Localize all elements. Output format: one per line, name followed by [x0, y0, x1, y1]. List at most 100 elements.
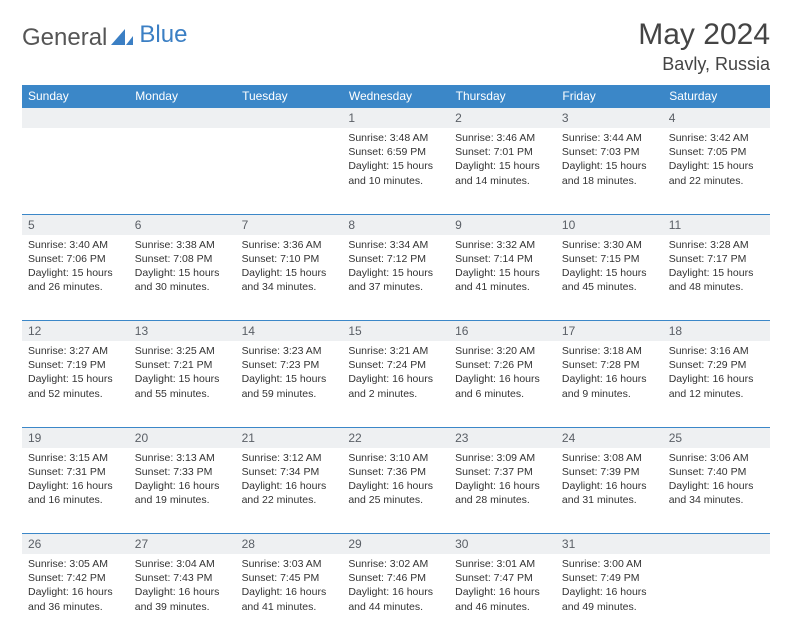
daynum-row: 1234	[22, 108, 770, 129]
day-content-cell: Sunrise: 3:40 AMSunset: 7:06 PMDaylight:…	[22, 235, 129, 321]
day-number-cell: 1	[342, 108, 449, 129]
day-number-cell: 3	[556, 108, 663, 129]
brand-part2: Blue	[139, 21, 187, 49]
sunset-line: Sunset: 7:14 PM	[455, 252, 550, 266]
weekday-header-row: SundayMondayTuesdayWednesdayThursdayFrid…	[22, 85, 770, 108]
weekday-header: Saturday	[663, 85, 770, 108]
day-number-cell: 6	[129, 214, 236, 235]
sunset-line: Sunset: 7:23 PM	[242, 358, 337, 372]
sunset-line: Sunset: 7:36 PM	[348, 465, 443, 479]
daylight-line: Daylight: 15 hours and 48 minutes.	[669, 266, 764, 294]
day-number-cell: 5	[22, 214, 129, 235]
sunrise-line: Sunrise: 3:18 AM	[562, 344, 657, 358]
day-content-cell: Sunrise: 3:08 AMSunset: 7:39 PMDaylight:…	[556, 448, 663, 534]
sunset-line: Sunset: 7:46 PM	[348, 571, 443, 585]
day-content-cell: Sunrise: 3:42 AMSunset: 7:05 PMDaylight:…	[663, 128, 770, 214]
sunrise-line: Sunrise: 3:15 AM	[28, 451, 123, 465]
day-number-cell: 15	[342, 321, 449, 342]
sunrise-line: Sunrise: 3:01 AM	[455, 557, 550, 571]
day-content-cell	[22, 128, 129, 214]
day-content-cell: Sunrise: 3:18 AMSunset: 7:28 PMDaylight:…	[556, 341, 663, 427]
day-content-cell: Sunrise: 3:04 AMSunset: 7:43 PMDaylight:…	[129, 554, 236, 640]
sunset-line: Sunset: 7:34 PM	[242, 465, 337, 479]
sunrise-line: Sunrise: 3:30 AM	[562, 238, 657, 252]
day-number-cell: 4	[663, 108, 770, 129]
weekday-header: Monday	[129, 85, 236, 108]
sunset-line: Sunset: 7:05 PM	[669, 145, 764, 159]
day-content-cell: Sunrise: 3:05 AMSunset: 7:42 PMDaylight:…	[22, 554, 129, 640]
day-content-cell	[663, 554, 770, 640]
sunrise-line: Sunrise: 3:13 AM	[135, 451, 230, 465]
content-row: Sunrise: 3:15 AMSunset: 7:31 PMDaylight:…	[22, 448, 770, 534]
sunrise-line: Sunrise: 3:46 AM	[455, 131, 550, 145]
sunset-line: Sunset: 7:28 PM	[562, 358, 657, 372]
day-content-cell: Sunrise: 3:44 AMSunset: 7:03 PMDaylight:…	[556, 128, 663, 214]
daylight-line: Daylight: 16 hours and 2 minutes.	[348, 372, 443, 400]
daylight-line: Daylight: 16 hours and 28 minutes.	[455, 479, 550, 507]
sunrise-line: Sunrise: 3:42 AM	[669, 131, 764, 145]
day-number-cell: 24	[556, 427, 663, 448]
header: General Blue May 2024 Bavly, Russia	[22, 18, 770, 75]
day-content-cell: Sunrise: 3:23 AMSunset: 7:23 PMDaylight:…	[236, 341, 343, 427]
daynum-row: 19202122232425	[22, 427, 770, 448]
day-content-cell: Sunrise: 3:09 AMSunset: 7:37 PMDaylight:…	[449, 448, 556, 534]
day-number-cell: 8	[342, 214, 449, 235]
daynum-row: 262728293031	[22, 534, 770, 555]
daynum-row: 567891011	[22, 214, 770, 235]
sunset-line: Sunset: 7:33 PM	[135, 465, 230, 479]
day-content-cell: Sunrise: 3:12 AMSunset: 7:34 PMDaylight:…	[236, 448, 343, 534]
sunset-line: Sunset: 7:24 PM	[348, 358, 443, 372]
content-row: Sunrise: 3:40 AMSunset: 7:06 PMDaylight:…	[22, 235, 770, 321]
day-number-cell: 7	[236, 214, 343, 235]
daylight-line: Daylight: 16 hours and 22 minutes.	[242, 479, 337, 507]
daylight-line: Daylight: 16 hours and 39 minutes.	[135, 585, 230, 613]
daylight-line: Daylight: 16 hours and 34 minutes.	[669, 479, 764, 507]
weekday-header: Wednesday	[342, 85, 449, 108]
daylight-line: Daylight: 15 hours and 30 minutes.	[135, 266, 230, 294]
sunrise-line: Sunrise: 3:16 AM	[669, 344, 764, 358]
daynum-row: 12131415161718	[22, 321, 770, 342]
day-content-cell: Sunrise: 3:15 AMSunset: 7:31 PMDaylight:…	[22, 448, 129, 534]
day-number-cell	[663, 534, 770, 555]
day-number-cell: 19	[22, 427, 129, 448]
day-number-cell	[22, 108, 129, 129]
sunrise-line: Sunrise: 3:05 AM	[28, 557, 123, 571]
sunrise-line: Sunrise: 3:03 AM	[242, 557, 337, 571]
day-number-cell: 13	[129, 321, 236, 342]
sunrise-line: Sunrise: 3:08 AM	[562, 451, 657, 465]
day-content-cell: Sunrise: 3:20 AMSunset: 7:26 PMDaylight:…	[449, 341, 556, 427]
day-number-cell: 28	[236, 534, 343, 555]
brand-logo: General Blue	[22, 18, 187, 52]
day-content-cell: Sunrise: 3:36 AMSunset: 7:10 PMDaylight:…	[236, 235, 343, 321]
location-label: Bavly, Russia	[638, 54, 770, 75]
sunset-line: Sunset: 7:17 PM	[669, 252, 764, 266]
calendar-table: SundayMondayTuesdayWednesdayThursdayFrid…	[22, 85, 770, 640]
sunset-line: Sunset: 7:19 PM	[28, 358, 123, 372]
day-content-cell: Sunrise: 3:13 AMSunset: 7:33 PMDaylight:…	[129, 448, 236, 534]
day-number-cell: 20	[129, 427, 236, 448]
sunrise-line: Sunrise: 3:09 AM	[455, 451, 550, 465]
content-row: Sunrise: 3:48 AMSunset: 6:59 PMDaylight:…	[22, 128, 770, 214]
daylight-line: Daylight: 15 hours and 34 minutes.	[242, 266, 337, 294]
day-content-cell: Sunrise: 3:38 AMSunset: 7:08 PMDaylight:…	[129, 235, 236, 321]
day-number-cell: 23	[449, 427, 556, 448]
sunrise-line: Sunrise: 3:10 AM	[348, 451, 443, 465]
weekday-header: Tuesday	[236, 85, 343, 108]
daylight-line: Daylight: 16 hours and 12 minutes.	[669, 372, 764, 400]
sunset-line: Sunset: 7:37 PM	[455, 465, 550, 479]
daylight-line: Daylight: 16 hours and 6 minutes.	[455, 372, 550, 400]
sunset-line: Sunset: 7:43 PM	[135, 571, 230, 585]
month-title: May 2024	[638, 18, 770, 52]
daylight-line: Daylight: 15 hours and 37 minutes.	[348, 266, 443, 294]
sunrise-line: Sunrise: 3:44 AM	[562, 131, 657, 145]
day-content-cell	[129, 128, 236, 214]
day-content-cell: Sunrise: 3:25 AMSunset: 7:21 PMDaylight:…	[129, 341, 236, 427]
sunrise-line: Sunrise: 3:20 AM	[455, 344, 550, 358]
daylight-line: Daylight: 16 hours and 16 minutes.	[28, 479, 123, 507]
day-number-cell: 27	[129, 534, 236, 555]
daylight-line: Daylight: 16 hours and 49 minutes.	[562, 585, 657, 613]
sunset-line: Sunset: 7:21 PM	[135, 358, 230, 372]
sunset-line: Sunset: 7:29 PM	[669, 358, 764, 372]
sunset-line: Sunset: 7:01 PM	[455, 145, 550, 159]
daylight-line: Daylight: 16 hours and 46 minutes.	[455, 585, 550, 613]
